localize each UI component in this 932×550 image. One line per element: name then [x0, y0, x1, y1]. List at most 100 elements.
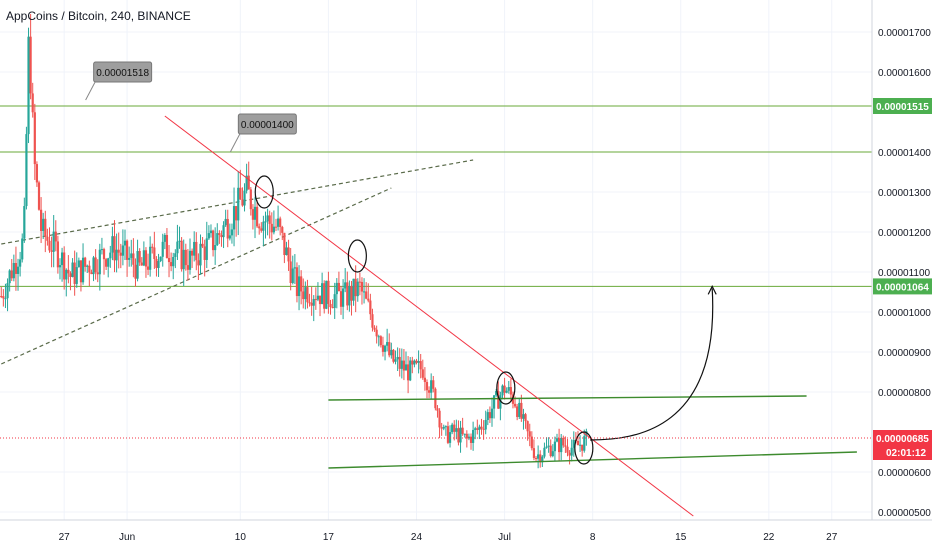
- candle-body: [451, 424, 454, 433]
- candle-body: [232, 206, 236, 230]
- x-tick-label: 24: [411, 532, 423, 543]
- candle-body: [365, 291, 368, 299]
- candle-body: [46, 236, 49, 241]
- candle-body: [115, 249, 118, 261]
- candle-body: [98, 249, 101, 275]
- candle-body: [144, 250, 148, 267]
- candle-body: [226, 218, 229, 239]
- price-axis[interactable]: 0.00001700 0.00001600 0.00001400 0.00001300…: [873, 28, 932, 519]
- candle-body: [302, 291, 305, 300]
- x-tick-label: 27: [59, 532, 71, 543]
- candle-body: [300, 276, 303, 292]
- candle-body: [547, 445, 550, 447]
- candle-body: [249, 189, 252, 210]
- candle-body: [335, 282, 338, 295]
- candle-body: [440, 427, 443, 429]
- candle-body: [325, 280, 328, 309]
- candle-body: [4, 298, 7, 300]
- candle-body: [537, 454, 540, 459]
- candle-body: [541, 456, 544, 463]
- candle-body: [0, 296, 3, 297]
- candle-body: [130, 253, 133, 258]
- candle-body: [266, 215, 269, 222]
- candle-body: [581, 444, 584, 451]
- candle-body: [191, 250, 194, 256]
- candle-body: [545, 446, 548, 448]
- candle-body: [457, 428, 460, 443]
- candle-body: [415, 360, 418, 363]
- candle-body: [207, 233, 210, 239]
- candle-body: [155, 258, 158, 268]
- candle-body: [484, 419, 487, 430]
- candle-body: [195, 241, 198, 261]
- candle-body: [360, 281, 364, 292]
- candle-body: [193, 241, 196, 256]
- candle-body: [161, 241, 164, 257]
- candle-body: [572, 439, 575, 448]
- candle-body: [327, 280, 330, 304]
- candle-body: [107, 258, 110, 267]
- candle-body: [140, 262, 143, 266]
- candle-body: [79, 260, 83, 283]
- candle-body: [543, 447, 546, 457]
- y-tick-label: 0.00000900: [878, 348, 931, 359]
- candle-body: [396, 356, 399, 360]
- candle-body: [138, 251, 141, 263]
- candle-body: [283, 232, 286, 256]
- y-tick-label: 0.00001400: [878, 148, 931, 159]
- candle-body: [21, 238, 24, 260]
- candle-body: [25, 134, 28, 207]
- candle-body: [383, 345, 387, 352]
- candle-body: [293, 267, 296, 269]
- candle-body: [58, 265, 62, 268]
- candle-body: [274, 226, 278, 228]
- candle-body: [318, 295, 322, 305]
- candle-body: [172, 256, 175, 267]
- candle-body: [71, 262, 74, 277]
- candle-body: [465, 433, 468, 439]
- candle-body: [478, 426, 481, 430]
- candle-body: [48, 240, 51, 251]
- candle-body: [480, 426, 483, 429]
- annotations[interactable]: 0.00001518 0.00001400: [0, 61, 872, 517]
- candle-body: [264, 221, 267, 223]
- candle-body: [256, 206, 259, 227]
- candle-body: [367, 298, 370, 301]
- candle-body: [63, 252, 66, 280]
- candle-body: [323, 283, 326, 309]
- y-tick-label: 0.00000800: [878, 388, 931, 399]
- candle-body: [75, 267, 78, 284]
- candle-body: [520, 402, 523, 419]
- horizontal-levels[interactable]: [0, 105, 872, 287]
- candle-body: [413, 360, 416, 365]
- candle-body: [258, 226, 261, 229]
- candle-body: [551, 451, 554, 457]
- candle-body: [65, 269, 68, 280]
- candle-body: [555, 438, 559, 442]
- candle-body: [503, 385, 506, 393]
- candle-body: [203, 246, 206, 260]
- candle-body: [42, 218, 45, 231]
- candle-body: [371, 314, 374, 328]
- candle-body: [316, 295, 320, 300]
- candle-body: [216, 233, 219, 246]
- candle-body: [394, 359, 397, 362]
- candle-body: [73, 262, 76, 284]
- candle-body: [375, 329, 378, 337]
- candle-body: [14, 262, 18, 274]
- candle-body: [398, 356, 401, 369]
- candle-body: [27, 36, 30, 135]
- candle-body: [463, 433, 466, 435]
- time-axis[interactable]: 27 Jun 10 17 24 Jul 8 15 22 27: [59, 532, 838, 543]
- candle-body: [272, 226, 275, 233]
- candle-body: [423, 377, 426, 383]
- candle-body: [381, 345, 385, 352]
- candle-body: [341, 288, 345, 307]
- candle-body: [262, 221, 265, 231]
- candle-body: [186, 265, 190, 270]
- candle-body: [19, 259, 22, 267]
- candle-body: [432, 380, 435, 389]
- candle-body: [369, 300, 372, 315]
